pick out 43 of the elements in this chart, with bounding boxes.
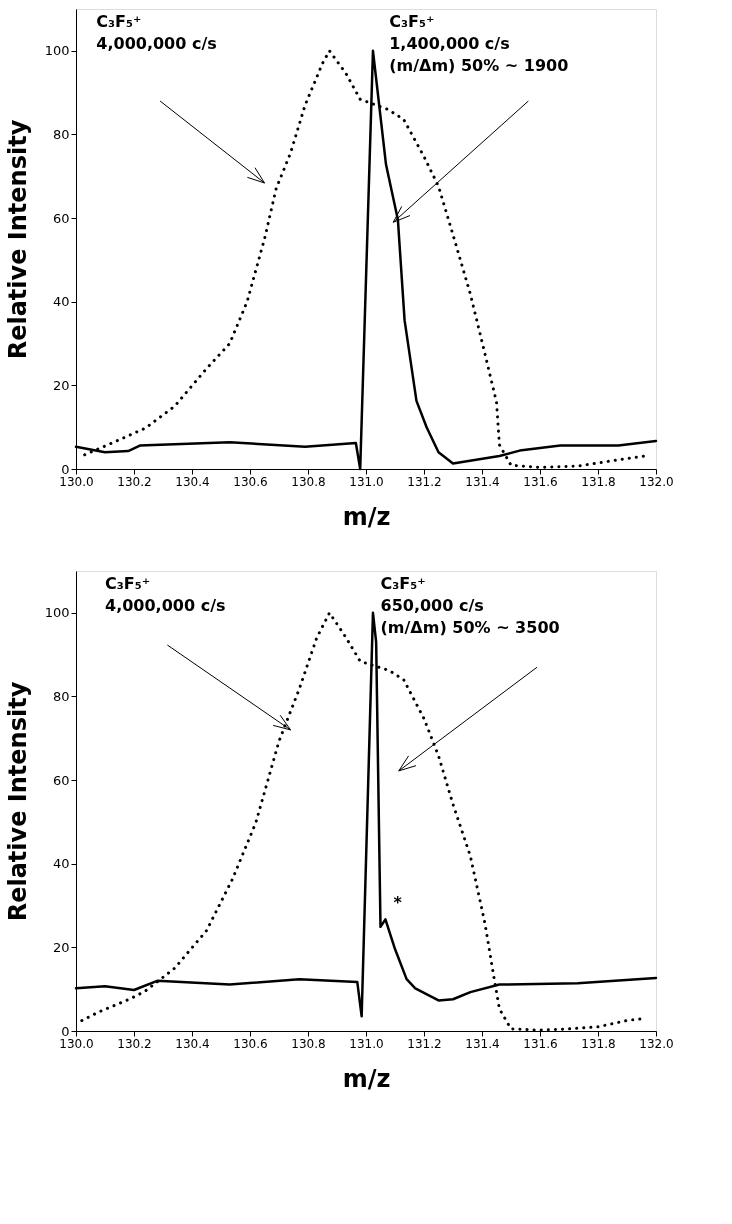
x-tick-label: 130.6: [233, 1036, 268, 1051]
x-tick-label: 130.8: [291, 1036, 326, 1051]
x-tick-label: 131.4: [465, 474, 500, 489]
y-tick-label: 100: [44, 605, 70, 621]
y-tick-label: 20: [52, 939, 70, 955]
x-tick-label: 131.6: [523, 474, 558, 489]
x-tick-label: 130.0: [59, 474, 94, 489]
y-tick-label: 40: [52, 294, 70, 310]
x-tick-label: 132.0: [639, 1036, 674, 1051]
y-tick-label: 60: [52, 772, 70, 788]
y-tick-label: 80: [52, 688, 70, 704]
x-tick-label: 130.0: [59, 1036, 94, 1051]
x-axis-title: m/z: [342, 1064, 391, 1093]
y-tick-label: 0: [61, 1023, 70, 1039]
annotation: C₃F₅⁺ 1,400,000 c/s (m/Δm) 50% ~ 1900: [389, 11, 569, 75]
y-tick-label: 20: [52, 377, 70, 393]
x-tick-label: 130.8: [291, 474, 326, 489]
x-tick-label: 131.0: [349, 1036, 384, 1051]
annotation: C₃F₅⁺ 4,000,000 c/s: [96, 11, 217, 53]
x-tick-label: 131.8: [581, 474, 616, 489]
y-axis-title: Relative Intensity: [3, 119, 32, 360]
y-tick-label: 60: [52, 210, 70, 226]
x-tick-label: 130.4: [175, 474, 210, 489]
x-tick-label: 131.8: [581, 1036, 616, 1051]
y-tick-label: 40: [52, 856, 70, 872]
y-tick-label: 100: [44, 43, 70, 59]
x-tick-label: 131.4: [465, 1036, 500, 1051]
x-tick-label: 131.2: [407, 1036, 442, 1051]
x-tick-label: 131.0: [349, 474, 384, 489]
x-tick-label: 132.0: [639, 474, 674, 489]
annotation: *: [393, 893, 403, 913]
x-tick-label: 130.4: [175, 1036, 210, 1051]
annotation: C₃F₅⁺ 650,000 c/s (m/Δm) 50% ~ 3500: [380, 573, 560, 637]
x-tick-label: 130.2: [117, 1036, 152, 1051]
y-tick-label: 0: [61, 461, 70, 477]
x-tick-label: 131.6: [523, 1036, 558, 1051]
y-axis-title: Relative Intensity: [3, 681, 32, 922]
x-tick-label: 130.2: [117, 474, 152, 489]
x-tick-label: 130.6: [233, 474, 268, 489]
annotation: C₃F₅⁺ 4,000,000 c/s: [105, 573, 226, 615]
x-axis-title: m/z: [342, 502, 391, 531]
y-tick-label: 80: [52, 126, 70, 142]
x-tick-label: 131.2: [407, 474, 442, 489]
